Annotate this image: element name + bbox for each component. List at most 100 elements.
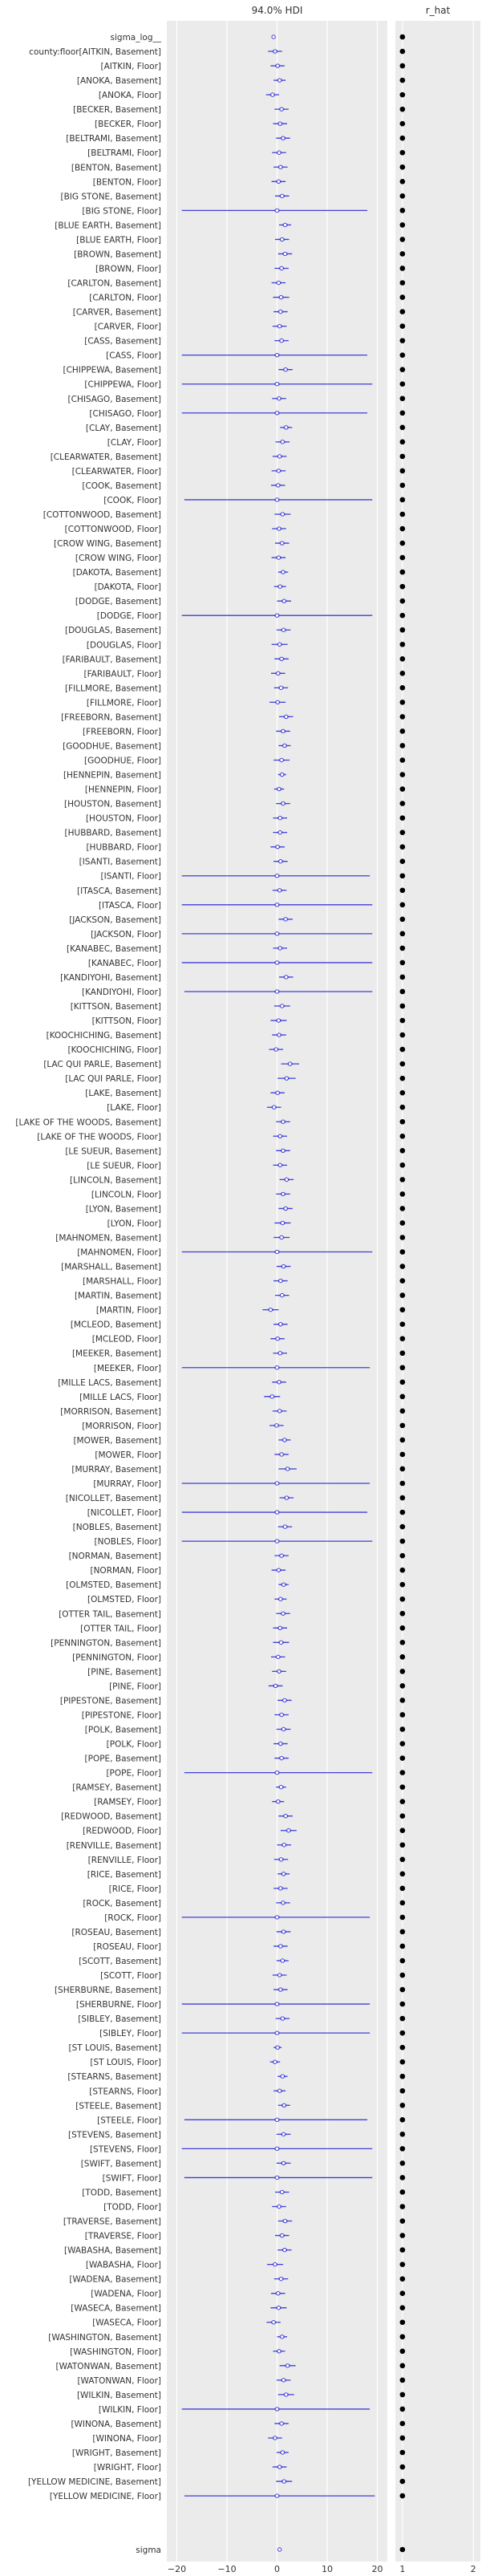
hdi-mean-point bbox=[280, 2335, 285, 2339]
rhat-point bbox=[399, 1003, 406, 1009]
rhat-point bbox=[399, 468, 406, 474]
hdi-mean-point bbox=[284, 1495, 290, 1500]
hdi-mean-point bbox=[277, 1669, 281, 1674]
row-label: [POPE, Basement] bbox=[85, 1755, 161, 1764]
row-label: [OTTER TAIL, Floor] bbox=[80, 1624, 161, 1633]
rhat-point bbox=[399, 2218, 406, 2224]
hdi-mean-point bbox=[273, 2262, 277, 2267]
hdi-mean-point bbox=[274, 208, 280, 213]
hdi-mean-point bbox=[274, 960, 280, 965]
row-label: [MOWER, Floor] bbox=[95, 1450, 161, 1460]
hdi-mean-point bbox=[277, 2088, 282, 2093]
rhat-point bbox=[399, 1350, 406, 1357]
rhat-point bbox=[399, 1596, 406, 1602]
row-label: [HUBBARD, Basement] bbox=[65, 829, 161, 838]
rhat-point bbox=[399, 1177, 406, 1183]
rhat-point bbox=[399, 367, 406, 372]
hdi-mean-point bbox=[288, 1061, 293, 1066]
row-label: [WASECA, Basement] bbox=[71, 2304, 161, 2314]
hdi-x-tick-label: 20 bbox=[372, 2564, 383, 2574]
row-label: [CROW WING, Basement] bbox=[54, 539, 161, 549]
rhat-point bbox=[399, 439, 406, 445]
rhat-point bbox=[399, 1466, 406, 1472]
rhat-point bbox=[399, 815, 406, 821]
hdi-mean-point bbox=[274, 903, 280, 907]
rhat-point bbox=[399, 2348, 406, 2355]
rhat-point bbox=[399, 873, 406, 879]
rhat-point bbox=[399, 381, 406, 387]
row-label: sigma bbox=[136, 2546, 161, 2555]
rhat-point bbox=[399, 728, 406, 734]
hdi-mean-point bbox=[278, 1321, 283, 1327]
rhat-point bbox=[399, 1307, 406, 1312]
hdi-mean-point bbox=[276, 483, 281, 488]
rhat-point bbox=[399, 2117, 406, 2123]
hdi-mean-point bbox=[279, 1452, 284, 1457]
hdi-mean-point bbox=[276, 1654, 281, 1660]
hdi-mean-point bbox=[274, 2175, 280, 2180]
rhat-point bbox=[399, 540, 406, 546]
hdi-mean-point bbox=[276, 671, 281, 676]
rhat-point bbox=[399, 135, 406, 141]
rhat-point bbox=[399, 1017, 406, 1024]
hdi-mean-point bbox=[277, 2204, 281, 2209]
rhat-point bbox=[399, 280, 406, 286]
hdi-mean-point bbox=[273, 2436, 277, 2440]
rhat-point bbox=[399, 1495, 406, 1501]
rhat-point bbox=[399, 294, 406, 300]
rhat-point bbox=[399, 2406, 406, 2412]
hdi-mean-point bbox=[281, 801, 285, 806]
rhat-point bbox=[399, 641, 406, 647]
row-label: [CLAY, Floor] bbox=[107, 438, 161, 448]
hdi-mean-point bbox=[274, 613, 280, 618]
row-label: [STEELE, Basement] bbox=[75, 2101, 161, 2111]
rhat-point bbox=[399, 2478, 406, 2485]
rhat-point bbox=[399, 1552, 406, 1559]
rhat-point bbox=[399, 2044, 406, 2051]
hdi-mean-point bbox=[274, 1423, 279, 1428]
rhat-point bbox=[399, 482, 406, 489]
row-label: [KANABEC, Basement] bbox=[67, 944, 161, 954]
hdi-mean-point bbox=[271, 2320, 276, 2325]
rhat-point bbox=[399, 685, 406, 691]
hdi-mean-point bbox=[277, 150, 281, 155]
rhat-point bbox=[399, 2175, 406, 2180]
row-label: [FREEBORN, Floor] bbox=[83, 727, 161, 736]
hdi-mean-point bbox=[281, 1264, 286, 1269]
rhat-point bbox=[399, 583, 406, 590]
rhat-point bbox=[399, 1755, 406, 1761]
hdi-mean-point bbox=[278, 685, 284, 691]
row-label: [TRAVERSE, Basement] bbox=[63, 2217, 161, 2227]
rhat-point bbox=[399, 2233, 406, 2238]
rhat-point bbox=[399, 2305, 406, 2311]
row-label: [SWIFT, Basement] bbox=[81, 2159, 161, 2168]
rhat-point bbox=[399, 988, 406, 995]
row-label: [WABASHA, Floor] bbox=[86, 2261, 161, 2270]
row-label: [WILKIN, Basement] bbox=[77, 2391, 161, 2400]
row-label: [CHIPPEWA, Floor] bbox=[84, 380, 161, 390]
rhat-point bbox=[399, 1914, 406, 1921]
hdi-mean-point bbox=[273, 1047, 278, 1052]
rhat-point bbox=[399, 1278, 406, 1284]
rhat-point bbox=[399, 2319, 406, 2326]
rhat-point bbox=[399, 453, 406, 460]
rhat-point bbox=[399, 2449, 406, 2456]
row-label: [WASECA, Floor] bbox=[92, 2318, 161, 2328]
row-label: [BENTON, Basement] bbox=[71, 163, 161, 172]
rhat-point bbox=[399, 1523, 406, 1530]
hdi-mean-point bbox=[278, 309, 283, 314]
rhat-point bbox=[399, 1741, 406, 1746]
hdi-mean-point bbox=[281, 570, 285, 574]
hdi-mean-point bbox=[277, 454, 282, 459]
hdi-mean-point bbox=[277, 1380, 281, 1385]
row-label: [WINONA, Basement] bbox=[71, 2420, 161, 2429]
row-label: [WINONA, Floor] bbox=[92, 2434, 161, 2444]
rhat-point bbox=[399, 1567, 406, 1573]
row-label: [CHISAGO, Basement] bbox=[68, 395, 161, 404]
row-label: [HOUSTON, Floor] bbox=[86, 814, 161, 824]
hdi-mean-point bbox=[276, 1568, 281, 1572]
row-label: [RICE, Floor] bbox=[109, 1884, 161, 1894]
row-label: [MORRISON, Basement] bbox=[60, 1407, 161, 1417]
